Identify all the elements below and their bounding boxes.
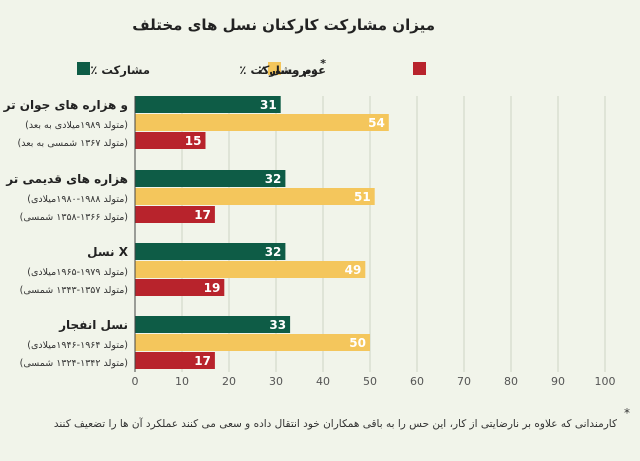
bar-value-label: 17 [194,208,211,222]
category-label: نسل Z و هزاره های جوان تر [0,98,128,113]
bar-non_participation [135,188,375,205]
bar-value-label: 49 [345,263,362,277]
bar-viral [135,279,225,296]
x-tick-label: 70 [457,375,471,388]
bar-value-label: 50 [349,336,366,350]
x-tick-label: 100 [595,375,616,388]
bar-non_participation [135,114,389,131]
x-tick-label: 20 [222,375,236,388]
bar-value-label: 32 [265,172,282,186]
bar-non_participation [135,261,366,278]
x-tick-label: 80 [504,375,518,388]
bar-value-label: 17 [194,354,211,368]
bar-non_participation [135,334,370,351]
bar-group: نسل انفجار (متولد ۱۹۶۴-۱۹۴۶میلادی) (متولد … [20,316,370,369]
bar-viral [135,352,215,369]
legend-label-viral: ٪ ویروسی [258,63,318,78]
bar-value-label: 54 [368,116,385,130]
bar-value-label: 33 [269,318,286,332]
category-sublabel: (متولد ۱۳۵۷-۱۳۴۳ شمسی) [20,285,128,296]
legend-swatch-non_participation [268,62,281,75]
x-tick-label: 60 [410,375,424,388]
x-tick-label: 30 [269,375,283,388]
x-tick-label: 10 [175,375,189,388]
bar-value-label: 32 [265,245,282,259]
bar-participation [135,170,286,187]
bar-value-label: 51 [354,190,371,204]
legend-swatch-participation [77,62,90,75]
bar-value-label: 19 [204,281,221,295]
category-sublabel: (متولد ۱۹۸۹میلادی به بعد) [25,120,128,131]
bar-participation [135,96,281,113]
bar-viral [135,206,215,223]
legend-label-participation: ٪ مشارکت [90,63,150,77]
x-tick-label: 90 [551,375,565,388]
bar-participation [135,316,291,333]
chart-title: میزان مشارکت کارکنان نسل های مختلف [132,16,435,34]
category-sublabel: (متولد ۱۹۶۴-۱۹۴۶میلادی) [27,340,128,351]
legend-marker-viral: * [320,57,326,70]
bar-participation [135,243,286,260]
bar-value-label: 31 [260,98,277,112]
bar-value-label: 15 [185,134,202,148]
x-tick-label: 0 [132,375,139,388]
legend-label-non_participation: ٪ عدم مشارکت [239,63,326,77]
category-sublabel: (متولد ۱۹۷۹-۱۹۶۵میلادی) [27,267,128,278]
category-sublabel: (متولد ۱۹۸۸-۱۹۸۰میلادی) [27,194,128,205]
chart-x-axis: 0 10 20 30 40 50 60 70 80 90 100 [132,375,616,388]
category-label: هزاره های قدیمی تر [5,172,128,186]
category-sublabel: (متولد ۱۳۶۶-۱۳۵۸ شمسی) [20,212,128,223]
x-tick-label: 50 [363,375,377,388]
chart-legend: ٪ مشارکت ٪ عدم مشارکت٪ ویروسی * [77,57,426,78]
bar-group: هزاره های قدیمی تر (متولد ۱۹۸۸-۱۹۸۰میلادی… [5,170,375,223]
category-label: نسل X [87,245,129,259]
legend-swatch-viral [413,62,426,75]
bar-viral [135,132,206,149]
chart-plot-area: نسل Z و هزاره های جوان تر (متولد ۱۹۸۹میلا… [0,96,389,369]
x-tick-label: 40 [316,375,330,388]
footnote-text: کارمندانی که علاوه بر نارضایتی از کار، ا… [54,417,617,430]
category-sublabel: (متولد ۱۳۴۲-۱۳۲۴ شمسی) [20,358,128,369]
footnote-marker: * [624,406,630,420]
category-sublabel: (متولد ۱۳۶۷ شمسی به بعد) [18,138,128,149]
category-label: نسل انفجار [58,318,128,332]
bar-group: نسل X (متولد ۱۹۷۹-۱۹۶۵میلادی) (متولد ۱۳۵۷-… [20,243,366,296]
bar-group: نسل Z و هزاره های جوان تر (متولد ۱۹۸۹میلا… [0,96,389,149]
